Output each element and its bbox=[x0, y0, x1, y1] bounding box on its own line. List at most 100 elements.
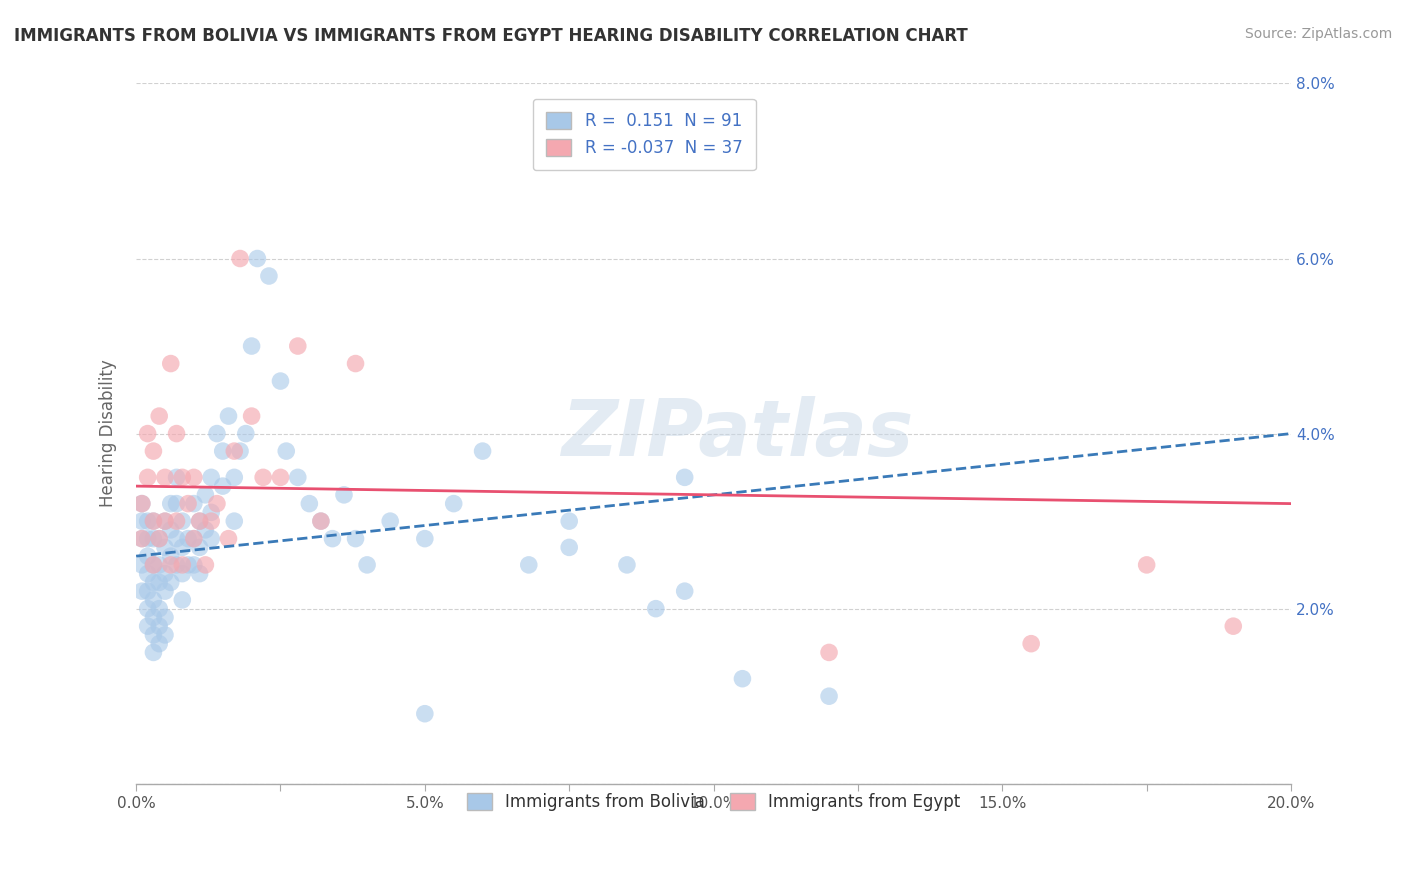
Point bbox=[252, 470, 274, 484]
Point bbox=[211, 479, 233, 493]
Point bbox=[309, 514, 332, 528]
Point bbox=[200, 505, 222, 519]
Point bbox=[183, 532, 205, 546]
Point bbox=[142, 575, 165, 590]
Point bbox=[321, 532, 343, 546]
Point bbox=[172, 593, 194, 607]
Point bbox=[194, 523, 217, 537]
Point bbox=[153, 470, 176, 484]
Point bbox=[153, 566, 176, 581]
Point bbox=[142, 532, 165, 546]
Point bbox=[153, 514, 176, 528]
Point bbox=[188, 566, 211, 581]
Point bbox=[194, 488, 217, 502]
Point bbox=[142, 558, 165, 572]
Point bbox=[200, 532, 222, 546]
Point bbox=[344, 357, 367, 371]
Point bbox=[131, 497, 153, 511]
Point bbox=[159, 558, 181, 572]
Point bbox=[177, 497, 200, 511]
Point bbox=[558, 514, 581, 528]
Point bbox=[131, 558, 153, 572]
Point bbox=[142, 514, 165, 528]
Point bbox=[257, 268, 280, 283]
Point bbox=[344, 532, 367, 546]
Point bbox=[177, 558, 200, 572]
Point bbox=[166, 532, 188, 546]
Point bbox=[818, 689, 841, 703]
Point bbox=[188, 514, 211, 528]
Point bbox=[309, 514, 332, 528]
Point bbox=[148, 558, 170, 572]
Point bbox=[136, 470, 159, 484]
Point bbox=[159, 523, 181, 537]
Point bbox=[205, 497, 228, 511]
Point bbox=[166, 558, 188, 572]
Point bbox=[224, 514, 246, 528]
Point bbox=[131, 497, 153, 511]
Point bbox=[131, 584, 153, 599]
Point bbox=[443, 497, 465, 511]
Point bbox=[183, 497, 205, 511]
Point bbox=[205, 426, 228, 441]
Point bbox=[188, 541, 211, 555]
Point bbox=[153, 584, 176, 599]
Point bbox=[218, 409, 240, 423]
Point bbox=[356, 558, 378, 572]
Point bbox=[276, 444, 298, 458]
Point bbox=[148, 601, 170, 615]
Y-axis label: Hearing Disability: Hearing Disability bbox=[100, 359, 117, 508]
Point bbox=[166, 470, 188, 484]
Point bbox=[142, 593, 165, 607]
Point bbox=[644, 601, 666, 615]
Point bbox=[159, 575, 181, 590]
Point bbox=[188, 514, 211, 528]
Point bbox=[224, 444, 246, 458]
Point bbox=[136, 514, 159, 528]
Point bbox=[142, 558, 165, 572]
Point bbox=[240, 339, 263, 353]
Point bbox=[148, 409, 170, 423]
Point bbox=[673, 470, 696, 484]
Point bbox=[153, 541, 176, 555]
Point bbox=[194, 558, 217, 572]
Point bbox=[159, 357, 181, 371]
Point bbox=[224, 470, 246, 484]
Point bbox=[200, 514, 222, 528]
Point bbox=[471, 444, 494, 458]
Point bbox=[269, 374, 291, 388]
Point bbox=[142, 628, 165, 642]
Point bbox=[333, 488, 356, 502]
Point bbox=[172, 558, 194, 572]
Point bbox=[380, 514, 402, 528]
Point bbox=[200, 470, 222, 484]
Point bbox=[246, 252, 269, 266]
Point bbox=[136, 426, 159, 441]
Legend: Immigrants from Bolivia, Immigrants from Egypt: Immigrants from Bolivia, Immigrants from… bbox=[453, 780, 974, 824]
Point bbox=[731, 672, 754, 686]
Point bbox=[172, 541, 194, 555]
Point bbox=[136, 584, 159, 599]
Point bbox=[1222, 619, 1244, 633]
Point bbox=[287, 470, 309, 484]
Point bbox=[177, 532, 200, 546]
Point bbox=[136, 619, 159, 633]
Point bbox=[148, 619, 170, 633]
Point bbox=[673, 584, 696, 599]
Point bbox=[153, 610, 176, 624]
Text: IMMIGRANTS FROM BOLIVIA VS IMMIGRANTS FROM EGYPT HEARING DISABILITY CORRELATION : IMMIGRANTS FROM BOLIVIA VS IMMIGRANTS FR… bbox=[14, 27, 967, 45]
Point bbox=[183, 558, 205, 572]
Point bbox=[131, 532, 153, 546]
Point bbox=[517, 558, 540, 572]
Point bbox=[1019, 637, 1042, 651]
Point bbox=[159, 497, 181, 511]
Point bbox=[229, 444, 252, 458]
Point bbox=[229, 252, 252, 266]
Point bbox=[148, 532, 170, 546]
Point bbox=[558, 541, 581, 555]
Point bbox=[298, 497, 321, 511]
Point bbox=[269, 470, 291, 484]
Point bbox=[183, 532, 205, 546]
Point bbox=[153, 628, 176, 642]
Point bbox=[148, 575, 170, 590]
